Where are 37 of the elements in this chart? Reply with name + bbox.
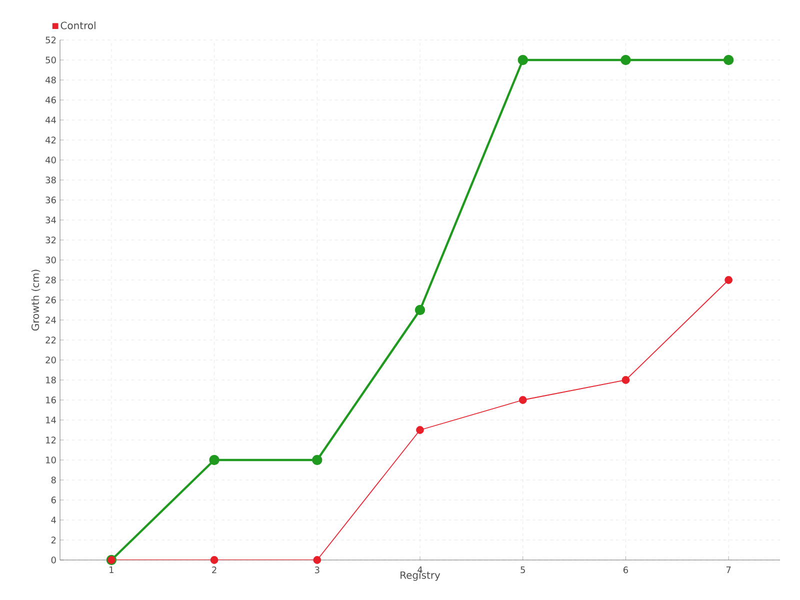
x-tick-label: 7 [726,566,731,574]
y-tick-label: 40 [46,156,56,164]
y-tick-label: 34 [46,216,56,224]
y-tick-label: 44 [46,116,56,124]
x-axis-title: Registry [400,571,440,581]
y-tick-label: 14 [46,416,56,424]
y-tick-label: 10 [46,456,56,464]
x-tick-label: 5 [520,566,525,574]
y-tick-label: 2 [51,536,56,544]
y-tick-label: 42 [46,136,56,144]
y-axis-title: Growth (cm) [31,270,40,331]
y-tick-label: 4 [51,516,56,524]
y-tick-label: 48 [46,76,56,84]
y-tick-label: 12 [46,436,56,444]
y-tick-label: 30 [46,256,56,264]
y-tick-label: 18 [46,376,56,384]
legend-label: Control [60,22,96,30]
x-tick-label: 3 [314,566,320,574]
x-tick-label: 1 [110,566,114,574]
y-tick-label: 26 [46,296,56,304]
y-tick-label: 8 [51,476,56,484]
x-tick-label: 2 [212,566,216,574]
y-tick-label: 46 [46,96,56,104]
y-tick-label: 22 [46,336,56,344]
y-tick-label: 52 [46,36,56,44]
y-tick-label: 50 [46,56,56,64]
x-tick-label: 4 [418,566,422,574]
y-tick-label: 36 [46,196,56,204]
y-tick-label: 16 [46,396,56,404]
y-tick-label: 24 [46,316,56,324]
y-tick-label: 28 [46,276,56,284]
y-tick-label: 32 [46,236,56,244]
y-tick-label: 20 [46,356,56,364]
y-tick-label: 6 [51,496,56,504]
y-tick-label: 38 [46,176,56,184]
x-tick-label: 6 [623,566,628,574]
y-tick-label: 0 [51,556,56,564]
